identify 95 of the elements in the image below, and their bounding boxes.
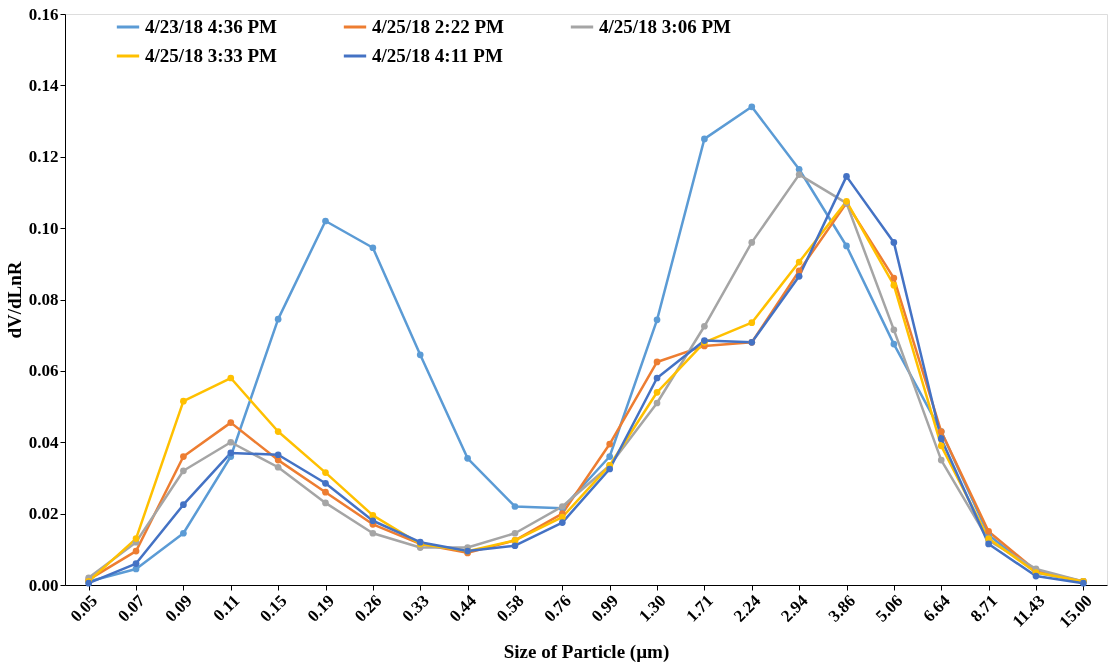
- x-tick-label: 0.58: [493, 591, 528, 626]
- point: [890, 326, 898, 334]
- point: [937, 435, 945, 443]
- y-tick-label: 0.04: [28, 432, 59, 452]
- point: [748, 103, 756, 111]
- x-tick-label: 8.71: [966, 591, 1002, 626]
- point: [132, 560, 140, 567]
- x-tick-label: 5.06: [871, 591, 907, 626]
- point: [701, 322, 708, 330]
- point: [227, 449, 235, 457]
- x-tick-label: 0.44: [445, 590, 481, 626]
- point: [227, 374, 235, 382]
- y-tick-label: 0.10: [28, 218, 59, 238]
- y-tick-label: 0.14: [28, 75, 59, 95]
- point: [843, 242, 850, 250]
- point: [227, 438, 235, 446]
- x-tick-label: 0.11: [209, 591, 244, 625]
- point: [653, 316, 661, 324]
- point: [890, 340, 898, 348]
- point: [985, 540, 992, 548]
- point: [653, 358, 661, 366]
- point: [322, 469, 329, 476]
- legend-label: 4/25/18 3:06 PM: [599, 16, 731, 37]
- x-tick-label: 3.86: [824, 591, 860, 626]
- point: [795, 258, 803, 266]
- point: [180, 529, 187, 537]
- point: [180, 501, 187, 509]
- point: [180, 467, 187, 475]
- point: [843, 173, 850, 180]
- x-tick-label: 1.30: [635, 591, 670, 626]
- x-tick-label: 0.76: [540, 591, 575, 626]
- point: [511, 503, 519, 510]
- y-tick-label: 0.00: [28, 575, 59, 595]
- y-tick-label: 0.16: [28, 4, 59, 24]
- point: [227, 419, 235, 426]
- point: [890, 274, 898, 282]
- point: [274, 428, 282, 435]
- x-tick-label: 6.64: [919, 590, 955, 626]
- point: [511, 542, 519, 550]
- point: [322, 217, 329, 225]
- point: [606, 453, 614, 460]
- x-axis-title: Size of Particle (µm): [503, 640, 670, 663]
- point: [937, 456, 945, 464]
- x-tick-label: 0.07: [114, 590, 149, 626]
- point: [1032, 572, 1040, 580]
- point: [511, 529, 519, 537]
- x-tick-label: 0.99: [587, 591, 623, 626]
- point: [748, 319, 756, 327]
- y-tick-label: 0.12: [28, 147, 59, 167]
- point: [558, 519, 566, 526]
- y-tick-label: 0.06: [28, 361, 59, 381]
- y-axis-title: dV/dLnR: [3, 261, 25, 339]
- x-tick-label: 0.33: [398, 591, 433, 626]
- point: [322, 499, 329, 507]
- x-tick-label: 0.15: [256, 591, 291, 626]
- point: [180, 453, 187, 460]
- point: [416, 351, 424, 359]
- legend-label: 4/25/18 3:33 PM: [145, 45, 277, 66]
- point: [653, 399, 661, 407]
- x-tick-label: 1.71: [682, 591, 717, 626]
- point: [701, 135, 708, 143]
- point: [180, 397, 187, 405]
- point: [795, 272, 803, 280]
- legend-label: 4/25/18 2:22 PM: [372, 16, 504, 37]
- point: [653, 388, 661, 396]
- point: [322, 479, 329, 487]
- point: [369, 517, 377, 525]
- point: [795, 171, 803, 178]
- point: [274, 315, 282, 323]
- point: [748, 239, 756, 246]
- x-tick-label: 0.09: [161, 591, 196, 626]
- x-tick-label: 2.94: [777, 590, 813, 626]
- point: [653, 374, 661, 382]
- point: [274, 463, 282, 471]
- y-tick-label: 0.02: [28, 504, 59, 524]
- legend-label: 4/25/18 4:11 PM: [372, 45, 503, 66]
- y-tick-label: 0.08: [28, 290, 59, 309]
- legend-label: 4/23/18 4:36 PM: [145, 16, 277, 37]
- x-tick-label: 0.26: [350, 591, 386, 626]
- point: [606, 465, 614, 473]
- point: [322, 488, 329, 496]
- point: [937, 442, 945, 450]
- point: [890, 239, 898, 246]
- x-tick-label: 2.24: [729, 590, 765, 626]
- point: [464, 454, 471, 462]
- point: [606, 440, 614, 448]
- point: [132, 535, 140, 542]
- x-tick-label: 0.19: [303, 591, 339, 626]
- point: [369, 529, 377, 537]
- point: [369, 244, 377, 252]
- point: [132, 547, 140, 555]
- x-tick-label: 0.05: [66, 591, 102, 626]
- point: [274, 451, 282, 459]
- point: [890, 281, 898, 289]
- point: [985, 528, 992, 535]
